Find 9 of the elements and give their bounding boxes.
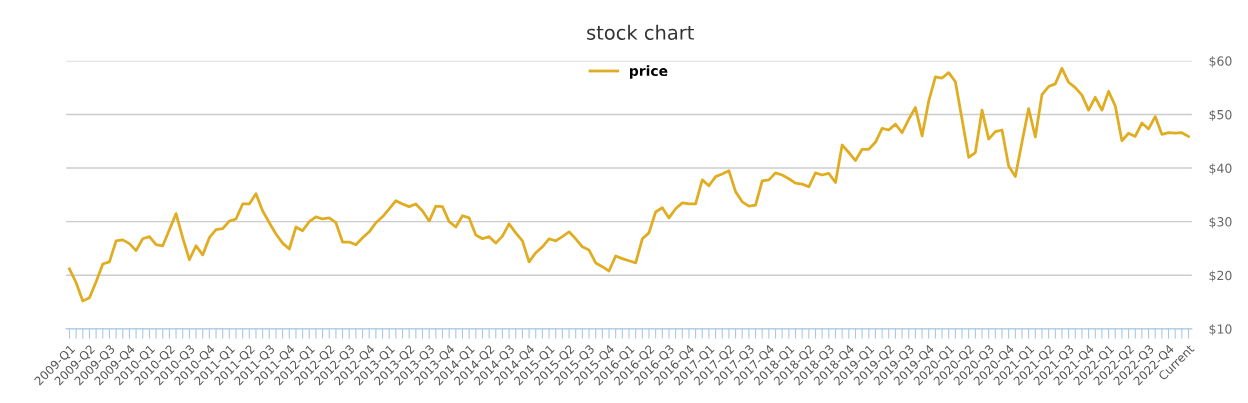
- y-tick-label: $60: [1209, 56, 1232, 68]
- y-tick-label: $30: [1209, 216, 1232, 229]
- legend-label: price: [630, 65, 668, 79]
- y-tick-label: $40: [1209, 163, 1232, 175]
- y-tick-label: $10: [1209, 324, 1232, 336]
- line-series: [68, 66, 1190, 303]
- y-tick-label: $50: [1209, 109, 1232, 122]
- chart-title: stock chart: [587, 24, 694, 40]
- y-tick-label: $20: [1209, 270, 1232, 282]
